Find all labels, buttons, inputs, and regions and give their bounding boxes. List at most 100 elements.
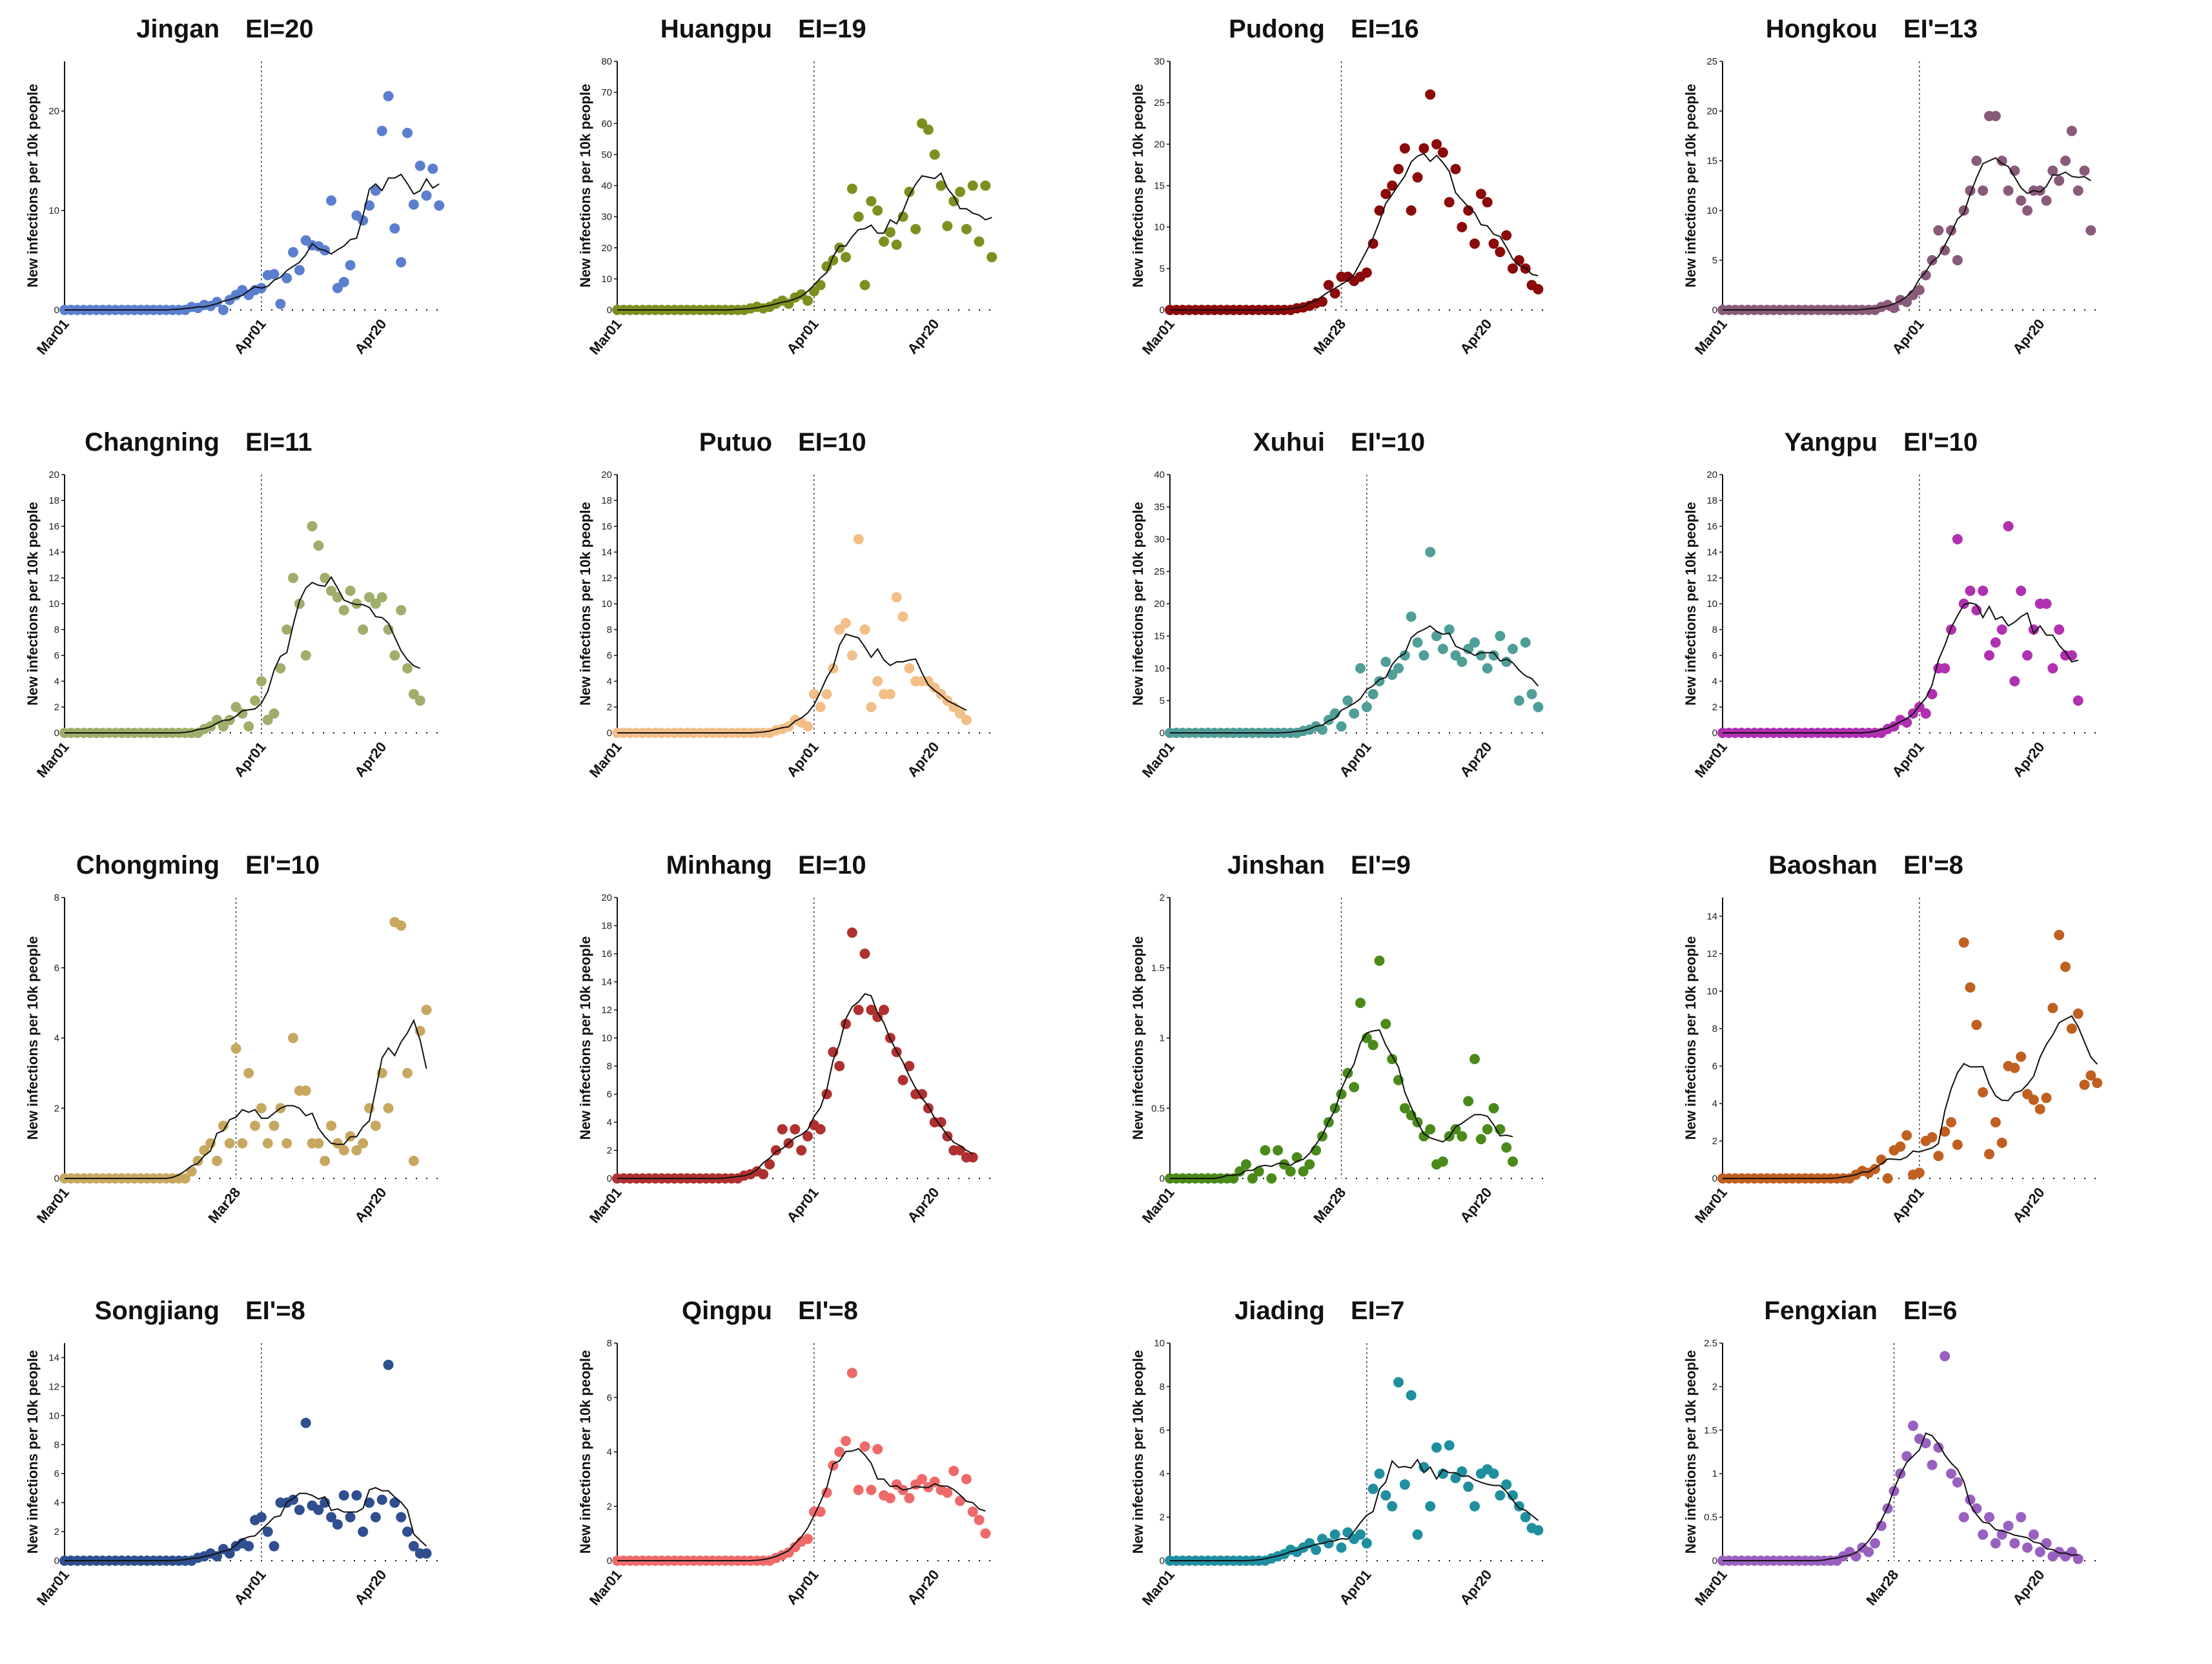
x-tick-label: Apr01 — [783, 1566, 821, 1608]
data-point — [1927, 1132, 1938, 1143]
data-point — [262, 715, 273, 725]
data-point — [1984, 1149, 1994, 1160]
data-point — [186, 1166, 197, 1177]
data-point — [1311, 1545, 1322, 1556]
data-point — [2016, 1051, 2027, 1062]
data-point — [1901, 1451, 1912, 1462]
data-point — [1495, 247, 1506, 258]
data-point — [269, 708, 280, 719]
x-tick-label: Apr20 — [1457, 739, 1495, 780]
y-tick-label: 0 — [1160, 1173, 1165, 1184]
y-tick-label: 14 — [1706, 911, 1717, 922]
data-point — [904, 1493, 915, 1504]
y-tick-label: 14 — [48, 1352, 59, 1363]
data-point — [821, 689, 832, 699]
y-tick-label: 20 — [601, 243, 612, 254]
chart-panel-putuo: Putuo EI=10 New infections per 10k people 0… — [553, 413, 1105, 836]
data-point — [1437, 644, 1448, 654]
chart-title-name: Songjiang — [95, 1297, 220, 1325]
x-tick-label: Apr01 — [1336, 739, 1374, 780]
data-point — [955, 1495, 965, 1506]
data-point — [2022, 1542, 2033, 1553]
data-point — [1247, 1173, 1258, 1184]
data-point — [218, 721, 229, 732]
data-point — [1488, 650, 1499, 661]
chart-title-index: EI'=8 — [245, 1297, 305, 1325]
chart-panel-jiading: Jiading EI=7 New infections per 10k people… — [1105, 1282, 1658, 1664]
y-tick-label: 4 — [1712, 676, 1717, 687]
y-tick-label: 6 — [1160, 1425, 1165, 1436]
chart-title-name: Jiading — [1234, 1297, 1325, 1325]
data-point — [2073, 185, 2084, 196]
data-point — [1895, 1141, 1906, 1152]
y-tick-label: 2 — [607, 1501, 612, 1512]
data-point — [1940, 245, 1951, 256]
data-point — [269, 1541, 280, 1552]
y-tick-label: 14 — [601, 977, 612, 988]
data-point — [1520, 637, 1531, 648]
data-point — [250, 695, 260, 706]
data-point — [866, 1484, 877, 1495]
y-tick-label: 80 — [601, 56, 612, 67]
data-point — [1952, 534, 1963, 544]
data-point — [987, 252, 998, 263]
data-point — [326, 195, 336, 206]
data-point — [1387, 1501, 1398, 1512]
data-point — [300, 650, 311, 661]
data-point — [1329, 1529, 1340, 1540]
data-point — [1971, 1020, 1982, 1031]
data-point — [2079, 1080, 2090, 1090]
data-point — [803, 295, 813, 306]
data-point — [1990, 1538, 2001, 1549]
y-tick-label: 0 — [1712, 305, 1717, 316]
data-point — [282, 624, 292, 635]
data-point — [1367, 238, 1378, 249]
data-point — [1285, 1166, 1296, 1177]
y-axis-label: New infections per 10k people — [577, 936, 593, 1140]
y-tick-label: 5 — [1160, 263, 1165, 274]
y-axis-label: New infections per 10k people — [1130, 84, 1146, 287]
data-point — [866, 1005, 877, 1015]
y-axis-label: New infections per 10k people — [25, 502, 41, 705]
data-point — [1399, 143, 1410, 154]
data-point — [1418, 1131, 1429, 1142]
data-point — [2047, 1003, 2058, 1014]
data-point — [1508, 263, 1518, 274]
y-tick-label: 12 — [48, 1381, 59, 1392]
data-point — [1336, 1542, 1347, 1553]
y-axis-label: New infections per 10k people — [25, 84, 41, 287]
data-point — [1863, 1546, 1874, 1557]
x-tick-label: Apr01 — [1889, 739, 1927, 780]
data-point — [891, 592, 902, 602]
data-point — [1463, 205, 1474, 216]
y-tick-label: 30 — [1154, 56, 1165, 67]
data-point — [1965, 586, 1976, 596]
data-point — [383, 90, 394, 101]
data-point — [1463, 1096, 1474, 1107]
data-point — [1234, 1166, 1245, 1177]
data-point — [1437, 1156, 1448, 1167]
data-point — [345, 1512, 356, 1523]
data-point — [1996, 156, 2007, 166]
y-tick-label: 4 — [607, 1447, 612, 1458]
data-point — [1513, 255, 1524, 265]
data-point — [853, 211, 864, 222]
data-point — [904, 663, 915, 673]
data-point — [859, 624, 870, 635]
data-point — [1450, 650, 1461, 661]
y-tick-label: 30 — [1154, 534, 1165, 545]
data-point — [1470, 238, 1480, 249]
data-point — [846, 927, 857, 938]
data-point — [853, 1484, 864, 1495]
data-point — [1393, 1377, 1404, 1388]
y-tick-label: 12 — [48, 573, 59, 584]
data-point — [2034, 185, 2045, 196]
data-point — [1355, 663, 1366, 673]
data-point — [866, 702, 877, 712]
x-tick-label: Apr01 — [230, 739, 269, 780]
x-tick-label: Apr20 — [2009, 739, 2047, 780]
y-tick-label: 4 — [1160, 1468, 1165, 1479]
data-point — [1457, 1131, 1468, 1142]
y-tick-label: 0 — [54, 728, 59, 739]
data-point — [300, 1085, 311, 1096]
